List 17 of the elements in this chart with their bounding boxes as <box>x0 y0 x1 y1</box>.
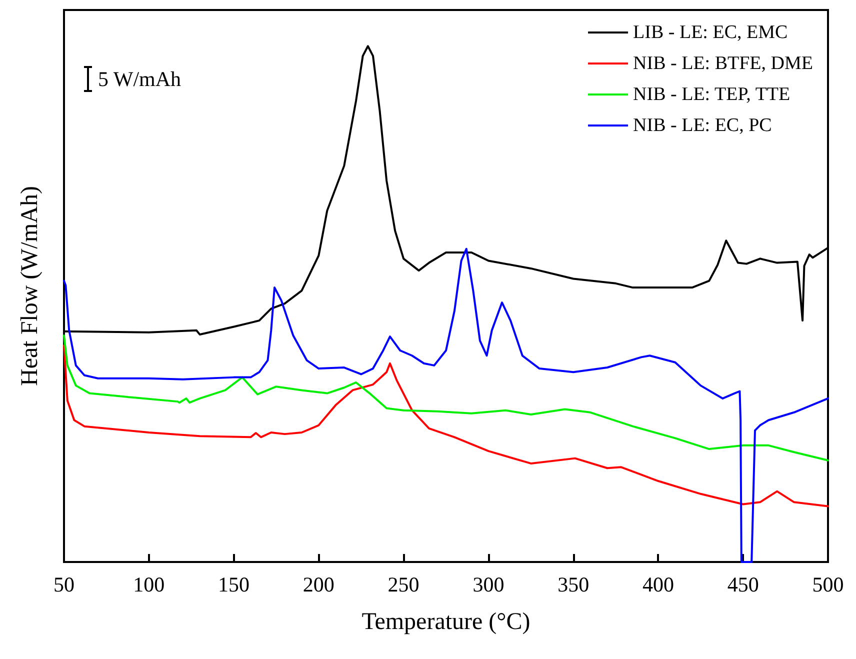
y-axis-title: Heat Flow (W/mAh) <box>17 186 43 386</box>
x-axis-title: Temperature (°C) <box>362 609 530 635</box>
legend-label: LIB - LE: EC, EMC <box>633 22 788 43</box>
x-tick-label: 450 <box>727 572 759 596</box>
legend-label: NIB - LE: BTFE, DME <box>633 53 814 74</box>
x-tick-label: 500 <box>812 572 844 596</box>
x-tick-label: 350 <box>558 572 590 596</box>
legend-label: NIB - LE: TEP, TTE <box>633 84 790 105</box>
x-tick-label: 400 <box>642 572 674 596</box>
x-tick-label: 150 <box>218 572 250 596</box>
x-tick-label: 300 <box>472 572 504 596</box>
legend-label: NIB - LE: EC, PC <box>633 115 772 136</box>
x-tick-label: 200 <box>302 572 334 596</box>
x-tick-label: 250 <box>388 572 420 596</box>
annotation: 5 W/mAh <box>98 66 182 92</box>
x-tick-label: 50 <box>54 572 74 596</box>
x-tick-label: 100 <box>133 572 165 596</box>
